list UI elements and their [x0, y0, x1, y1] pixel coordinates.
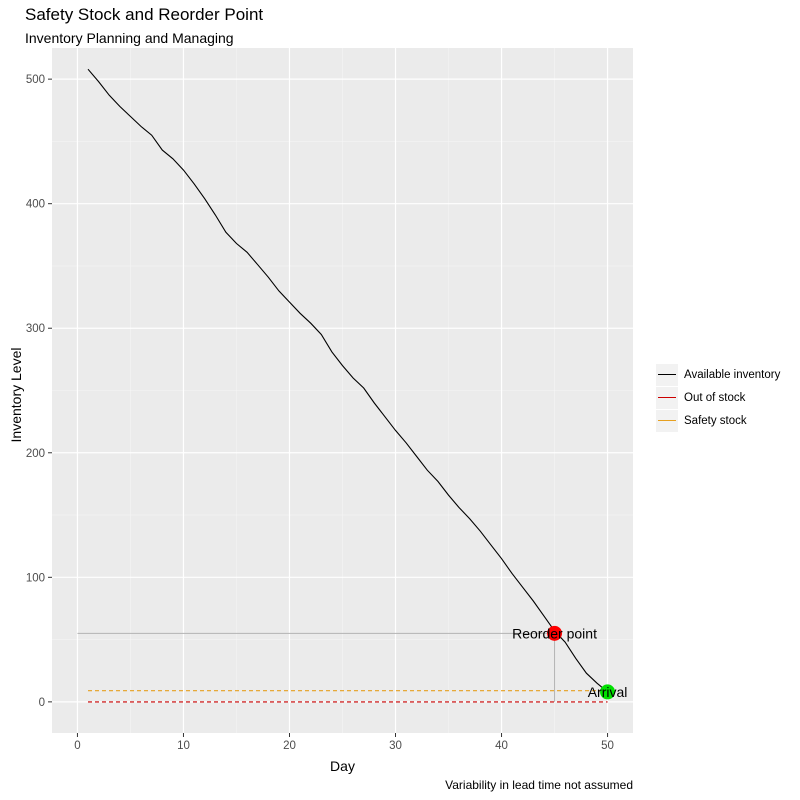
- y-tick-label: 300: [26, 323, 45, 335]
- point-markers: [547, 625, 616, 700]
- legend-key: [656, 363, 678, 386]
- legend-item-available-inventory: Available inventory: [656, 363, 780, 386]
- y-axis-label: Inventory Level: [8, 348, 24, 443]
- y-tick-label: 100: [26, 572, 45, 584]
- point-label-0: Reorder point: [512, 625, 597, 641]
- x-tick-label: 0: [74, 740, 80, 752]
- series-line-0: [87, 68, 608, 693]
- legend-swatch: [658, 374, 676, 375]
- y-tick-label: 0: [39, 697, 45, 709]
- grid-minor: [52, 48, 633, 733]
- point-marker-1: [600, 684, 616, 700]
- reorder-guides: [77, 632, 556, 702]
- legend-key: [656, 386, 678, 409]
- legend-label: Available inventory: [684, 368, 781, 381]
- legend-label: Out of stock: [684, 391, 746, 404]
- point-marker-0: [547, 625, 563, 641]
- x-tick-label: 50: [601, 740, 614, 752]
- chart-subtitle: Inventory Planning and Managing: [25, 30, 234, 46]
- x-axis-ticks: 0 10 20 30 40 50: [74, 733, 614, 752]
- y-tick-label: 200: [26, 448, 45, 460]
- point-labels: Reorder point Arrival: [512, 625, 627, 700]
- y-axis-ticks: 0 100 200 300 400 500: [26, 74, 52, 709]
- x-tick-label: 40: [495, 740, 508, 752]
- legend-swatch: [658, 397, 676, 398]
- legend-item-safety-stock: Safety stock: [656, 409, 780, 432]
- x-tick-label: 10: [177, 740, 190, 752]
- x-tick-label: 20: [283, 740, 296, 752]
- x-axis-label: Day: [330, 758, 355, 774]
- legend-item-out-of-stock: Out of stock: [656, 386, 780, 409]
- y-tick-label: 400: [26, 199, 45, 211]
- legend: Available inventory Out of stock Safety …: [656, 363, 780, 432]
- point-label-1: Arrival: [588, 684, 628, 700]
- chart-caption: Variability in lead time not assumed: [445, 778, 633, 792]
- y-tick-label: 500: [26, 74, 45, 86]
- series-lines: [87, 68, 608, 703]
- legend-label: Safety stock: [684, 414, 747, 427]
- x-tick-label: 30: [389, 740, 402, 752]
- legend-swatch: [658, 420, 676, 421]
- legend-key: [656, 409, 678, 432]
- chart-title: Safety Stock and Reorder Point: [25, 5, 264, 24]
